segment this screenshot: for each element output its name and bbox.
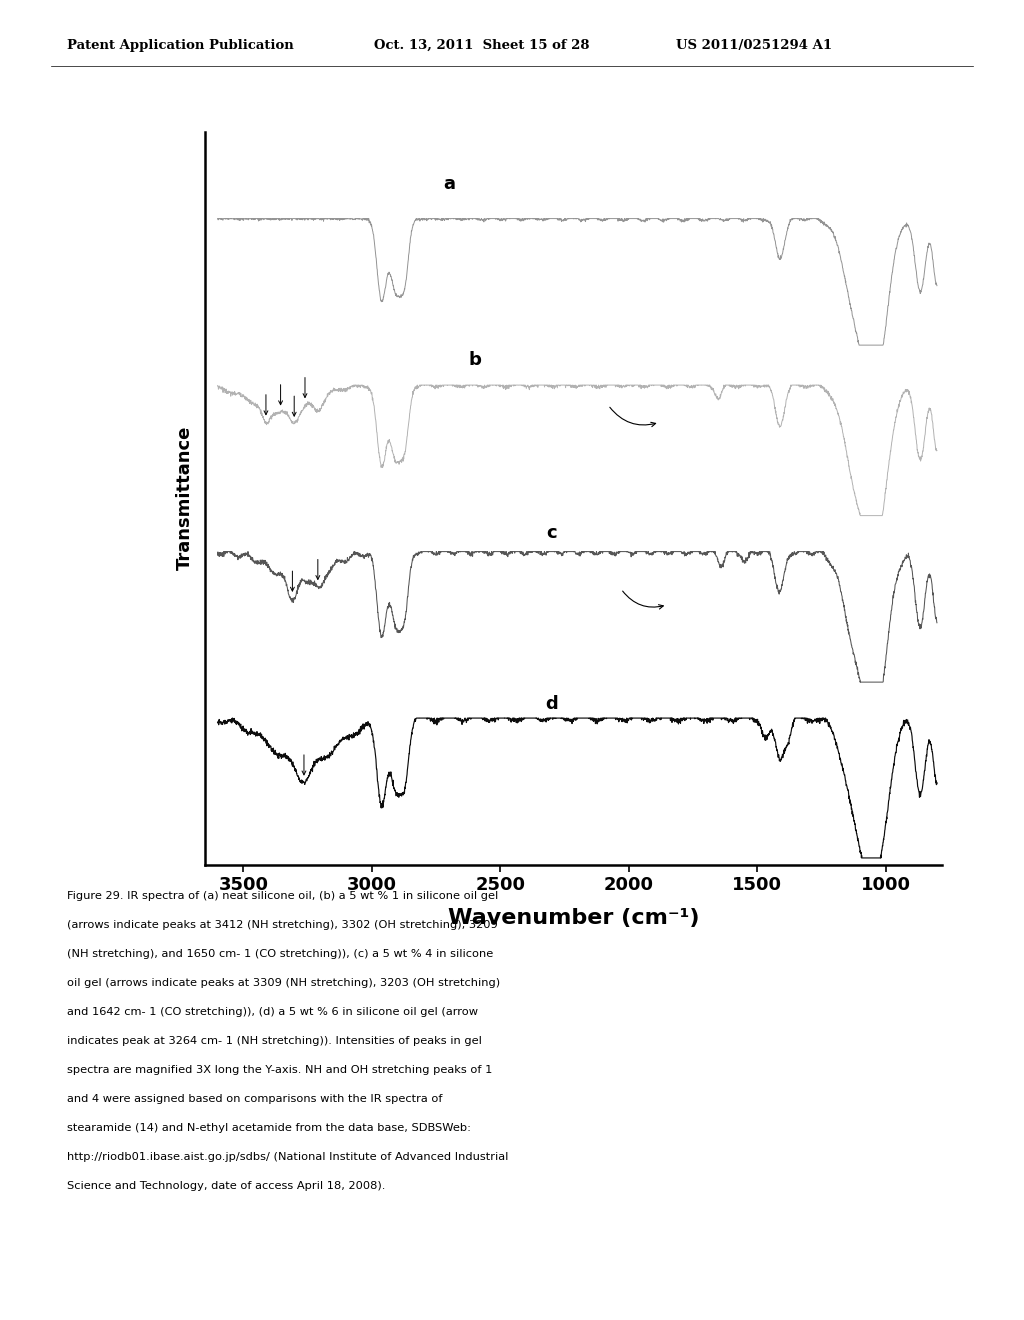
Text: Patent Application Publication: Patent Application Publication (67, 38, 293, 51)
X-axis label: Wavenumber (cm⁻¹): Wavenumber (cm⁻¹) (447, 908, 699, 928)
Text: d: d (545, 694, 558, 713)
Text: http://riodb01.ibase.aist.go.jp/sdbs/ (National Institute of Advanced Industrial: http://riodb01.ibase.aist.go.jp/sdbs/ (N… (67, 1152, 508, 1163)
Text: (arrows indicate peaks at 3412 (NH stretching), 3302 (OH stretching), 3209: (arrows indicate peaks at 3412 (NH stret… (67, 920, 498, 931)
Text: stearamide (14) and N-ethyl acetamide from the data base, SDBSWeb:: stearamide (14) and N-ethyl acetamide fr… (67, 1123, 471, 1134)
Text: c: c (546, 524, 557, 543)
Text: and 1642 cm- 1 (CO stretching)), (d) a 5 wt % 6 in silicone oil gel (arrow: and 1642 cm- 1 (CO stretching)), (d) a 5… (67, 1007, 477, 1018)
Text: spectra are magnified 3X long the Y-axis. NH and OH stretching peaks of 1: spectra are magnified 3X long the Y-axis… (67, 1065, 492, 1076)
Text: Science and Technology, date of access April 18, 2008).: Science and Technology, date of access A… (67, 1181, 385, 1192)
Text: b: b (468, 351, 481, 370)
Text: and 4 were assigned based on comparisons with the IR spectra of: and 4 were assigned based on comparisons… (67, 1094, 442, 1105)
Text: oil gel (arrows indicate peaks at 3309 (NH stretching), 3203 (OH stretching): oil gel (arrows indicate peaks at 3309 (… (67, 978, 500, 989)
Text: (NH stretching), and 1650 cm- 1 (CO stretching)), (c) a 5 wt % 4 in silicone: (NH stretching), and 1650 cm- 1 (CO stre… (67, 949, 493, 960)
Text: Figure 29. IR spectra of (a) neat silicone oil, (b) a 5 wt % 1 in silicone oil g: Figure 29. IR spectra of (a) neat silico… (67, 891, 498, 902)
Text: indicates peak at 3264 cm- 1 (NH stretching)). Intensities of peaks in gel: indicates peak at 3264 cm- 1 (NH stretch… (67, 1036, 481, 1047)
Text: Oct. 13, 2011  Sheet 15 of 28: Oct. 13, 2011 Sheet 15 of 28 (374, 38, 589, 51)
Text: a: a (442, 176, 455, 193)
Text: US 2011/0251294 A1: US 2011/0251294 A1 (676, 38, 831, 51)
Y-axis label: Transmittance: Transmittance (176, 426, 194, 570)
